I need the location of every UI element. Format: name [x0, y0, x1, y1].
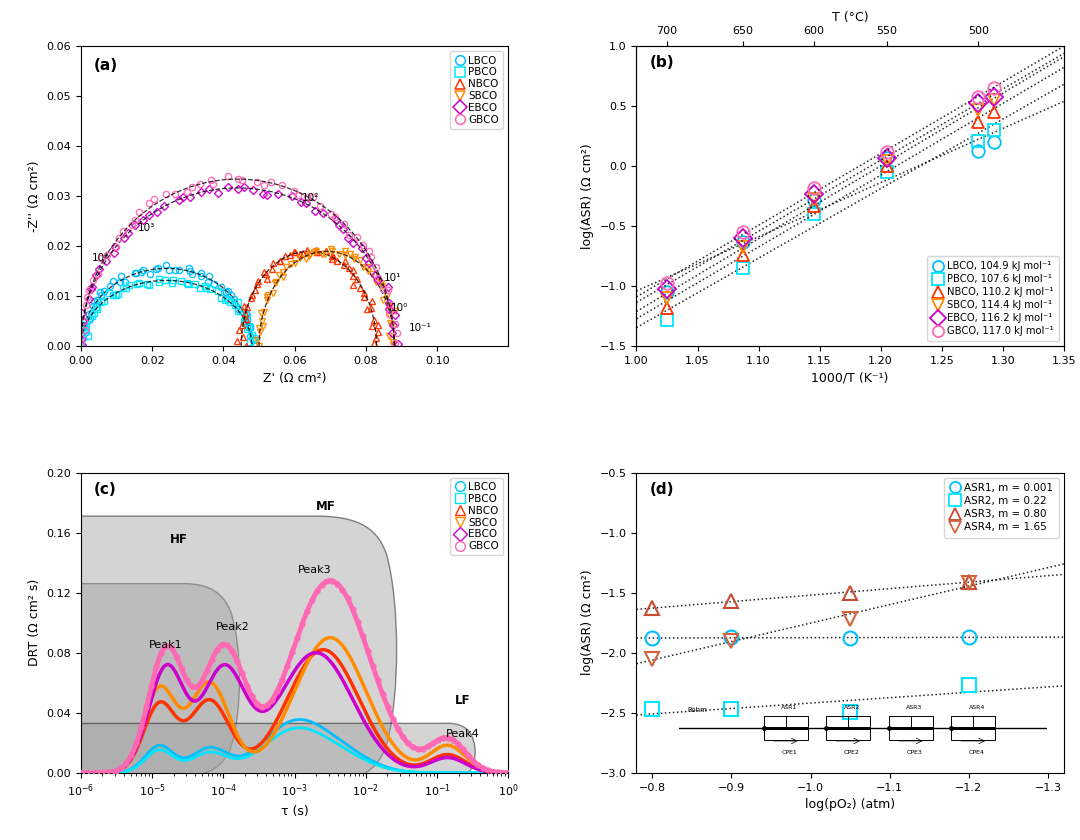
Text: Peak3: Peak3 — [298, 565, 332, 575]
Text: 10⁴: 10⁴ — [92, 254, 109, 264]
Text: 10¹: 10¹ — [383, 273, 401, 283]
X-axis label: 1000/T (K⁻¹): 1000/T (K⁻¹) — [811, 372, 889, 385]
Ellipse shape — [0, 516, 396, 784]
Text: 10⁻¹: 10⁻¹ — [408, 323, 432, 333]
Text: (a): (a) — [94, 58, 118, 73]
Text: (d): (d) — [649, 481, 674, 496]
Text: MF: MF — [316, 500, 336, 513]
Ellipse shape — [0, 584, 240, 776]
Text: 10³: 10³ — [138, 223, 156, 234]
X-axis label: τ (s): τ (s) — [281, 805, 309, 817]
X-axis label: T (°C): T (°C) — [832, 11, 868, 24]
Text: 10²: 10² — [301, 193, 319, 203]
Ellipse shape — [0, 723, 475, 780]
Legend: ASR1, m = 0.001, ASR2, m = 0.22, ASR3, m = 0.80, ASR4, m = 1.65: ASR1, m = 0.001, ASR2, m = 0.22, ASR3, m… — [944, 478, 1058, 538]
X-axis label: log(pO₂) (atm): log(pO₂) (atm) — [805, 798, 895, 811]
Legend: LBCO, PBCO, NBCO, SBCO, EBCO, GBCO: LBCO, PBCO, NBCO, SBCO, EBCO, GBCO — [450, 478, 503, 555]
Text: Peak4: Peak4 — [446, 729, 480, 738]
Legend: LBCO, PBCO, NBCO, SBCO, EBCO, GBCO: LBCO, PBCO, NBCO, SBCO, EBCO, GBCO — [450, 51, 503, 129]
Y-axis label: log(ASR) (Ω cm²): log(ASR) (Ω cm²) — [581, 144, 594, 249]
Y-axis label: DRT (Ω cm² s): DRT (Ω cm² s) — [28, 579, 41, 666]
Legend: LBCO, 104.9 kJ mol⁻¹, PBCO, 107.6 kJ mol⁻¹, NBCO, 110.2 kJ mol⁻¹, SBCO, 114.4 kJ: LBCO, 104.9 kJ mol⁻¹, PBCO, 107.6 kJ mol… — [927, 256, 1058, 341]
Y-axis label: log(ASR) (Ω cm²): log(ASR) (Ω cm²) — [581, 570, 594, 675]
Text: Peak1: Peak1 — [149, 640, 183, 650]
Text: (c): (c) — [94, 481, 117, 496]
Text: (b): (b) — [649, 55, 674, 71]
Text: 10⁰: 10⁰ — [391, 303, 408, 313]
Y-axis label: -Z'' (Ω cm²): -Z'' (Ω cm²) — [28, 160, 41, 232]
X-axis label: Z' (Ω cm²): Z' (Ω cm²) — [262, 372, 326, 385]
Text: HF: HF — [170, 533, 188, 546]
Text: LF: LF — [455, 694, 471, 706]
Text: Peak2: Peak2 — [216, 622, 251, 633]
